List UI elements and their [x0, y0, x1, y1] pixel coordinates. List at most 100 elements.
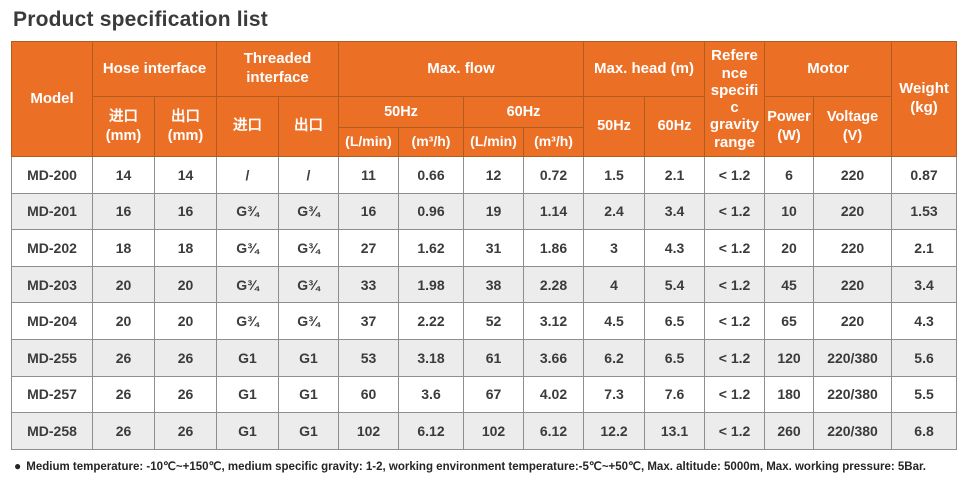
- value-cell: 26: [154, 412, 217, 450]
- model-cell: MD-204: [11, 302, 93, 340]
- value-cell: 7.3: [583, 375, 646, 414]
- col-header-model: Model: [11, 41, 93, 157]
- footnote-text: Medium temperature: -10℃~+150℃, medium s…: [26, 460, 927, 473]
- value-cell: 2.4: [583, 192, 646, 231]
- value-cell: 120: [764, 338, 815, 377]
- bullet-icon: ●: [14, 458, 22, 473]
- col-header-motor: Motor: [764, 41, 893, 97]
- col-header-weight: Weight (kg): [891, 41, 958, 157]
- value-cell: G1: [216, 412, 279, 450]
- value-cell: 5.4: [644, 265, 706, 304]
- value-cell: 3.66: [522, 338, 585, 377]
- value-cell: 16: [92, 192, 155, 231]
- value-cell: 3.4: [644, 192, 706, 231]
- value-cell: 45: [764, 265, 815, 304]
- value-cell: 4: [583, 265, 646, 304]
- value-cell: 6.5: [644, 338, 706, 377]
- value-cell: G¾: [278, 302, 339, 340]
- model-cell: MD-200: [11, 156, 93, 194]
- col-header-flow-60hz: 60Hz: [462, 96, 585, 128]
- value-cell: G1: [216, 375, 279, 414]
- value-cell: 31: [463, 229, 524, 267]
- value-cell: /: [278, 156, 339, 194]
- value-cell: 11: [338, 156, 399, 194]
- value-cell: 26: [92, 412, 155, 450]
- col-header-power: Power (W): [764, 96, 815, 157]
- value-cell: 10: [764, 192, 815, 231]
- value-cell: 20: [92, 265, 155, 304]
- value-cell: 260: [764, 412, 815, 450]
- value-cell: < 1.2: [704, 192, 766, 231]
- col-header-max-head: Max. head (m): [583, 41, 706, 97]
- value-cell: 2.1: [644, 156, 706, 194]
- value-cell: 3.6: [398, 375, 464, 414]
- value-cell: 38: [463, 265, 524, 304]
- value-cell: 1.5: [583, 156, 646, 194]
- col-header-thread-outlet: 出口: [278, 96, 339, 157]
- value-cell: 6.2: [583, 338, 646, 377]
- model-cell: MD-203: [11, 265, 93, 304]
- value-cell: 3.18: [398, 338, 464, 377]
- value-cell: G¾: [278, 229, 339, 267]
- col-header-hose-outlet: 出口 (mm): [154, 96, 217, 157]
- value-cell: 12: [463, 156, 524, 194]
- table-row: MD-204 20 20 G¾ G¾ 37 2.22 52 3.12 4.5 6.5 < 1.2 65 2…: [11, 302, 958, 340]
- footnote: ● Medium temperature: -10℃~+150℃, medium…: [14, 459, 955, 473]
- value-cell: 1.62: [398, 229, 464, 267]
- value-cell: 220/380: [813, 338, 893, 377]
- value-cell: 5.5: [891, 375, 958, 414]
- value-cell: 6: [764, 156, 815, 194]
- value-cell: 0.96: [398, 192, 464, 231]
- table-row: MD-257 26 26 G1 G1 60 3.6 67 4.02 7.3 7.6 < 1.2 180 2…: [11, 375, 958, 414]
- value-cell: 7.6: [644, 375, 706, 414]
- value-cell: 180: [764, 375, 815, 414]
- value-cell: 2.1: [891, 229, 958, 267]
- value-cell: 20: [154, 265, 217, 304]
- value-cell: < 1.2: [704, 375, 766, 414]
- value-cell: G¾: [216, 265, 279, 304]
- value-cell: 220/380: [813, 375, 893, 414]
- value-cell: G¾: [278, 192, 339, 231]
- value-cell: 1.86: [522, 229, 585, 267]
- value-cell: 6.8: [891, 412, 958, 450]
- col-header-flow-50hz: 50Hz: [338, 96, 464, 128]
- value-cell: 220: [813, 229, 893, 267]
- value-cell: 6.12: [522, 412, 585, 450]
- value-cell: 3: [583, 229, 646, 267]
- value-cell: /: [216, 156, 279, 194]
- col-header-head-60hz: 60Hz: [644, 96, 706, 157]
- col-header-head-50hz: 50Hz: [583, 96, 646, 157]
- value-cell: 16: [154, 192, 217, 231]
- value-cell: 2.28: [522, 265, 585, 304]
- col-header-hose-inlet: 进口 (mm): [92, 96, 155, 157]
- value-cell: 26: [154, 375, 217, 414]
- table-row: MD-202 18 18 G¾ G¾ 27 1.62 31 1.86 3 4.3 < 1.2 20 220…: [11, 229, 958, 267]
- value-cell: 18: [154, 229, 217, 267]
- value-cell: 0.87: [891, 156, 958, 194]
- table-row: MD-258 26 26 G1 G1 102 6.12 102 6.12 12.2 13.1 < 1.…: [11, 412, 958, 450]
- value-cell: 4.3: [644, 229, 706, 267]
- model-cell: MD-258: [11, 412, 93, 450]
- value-cell: 14: [92, 156, 155, 194]
- col-header-voltage: Voltage (V): [813, 96, 893, 157]
- col-header-ref-gravity: Reference specific gravity range: [704, 41, 766, 157]
- value-cell: 20: [154, 302, 217, 340]
- value-cell: 2.22: [398, 302, 464, 340]
- value-cell: 4.3: [891, 302, 958, 340]
- value-cell: 16: [338, 192, 399, 231]
- table-body: MD-200 14 14//11 0.66 12 0.72 1.5 2.1 < 1.2 6 220 0…: [11, 156, 958, 450]
- value-cell: < 1.2: [704, 229, 766, 267]
- value-cell: G¾: [216, 302, 279, 340]
- value-cell: 61: [463, 338, 524, 377]
- value-cell: 1.98: [398, 265, 464, 304]
- page: Product specification list Model Hose in…: [11, 8, 958, 473]
- col-header-unit-m3h-50: (m³/h): [398, 127, 464, 157]
- value-cell: 27: [338, 229, 399, 267]
- value-cell: < 1.2: [704, 302, 766, 340]
- col-header-hose-interface: Hose interface: [92, 41, 217, 97]
- model-cell: MD-255: [11, 338, 93, 377]
- value-cell: 1.53: [891, 192, 958, 231]
- value-cell: 26: [154, 338, 217, 377]
- col-header-unit-m3h-60: (m³/h): [522, 127, 585, 157]
- table-row: MD-255 26 26 G1 G1 53 3.18 61 3.66 6.2 6.5 < 1.2 120…: [11, 338, 958, 377]
